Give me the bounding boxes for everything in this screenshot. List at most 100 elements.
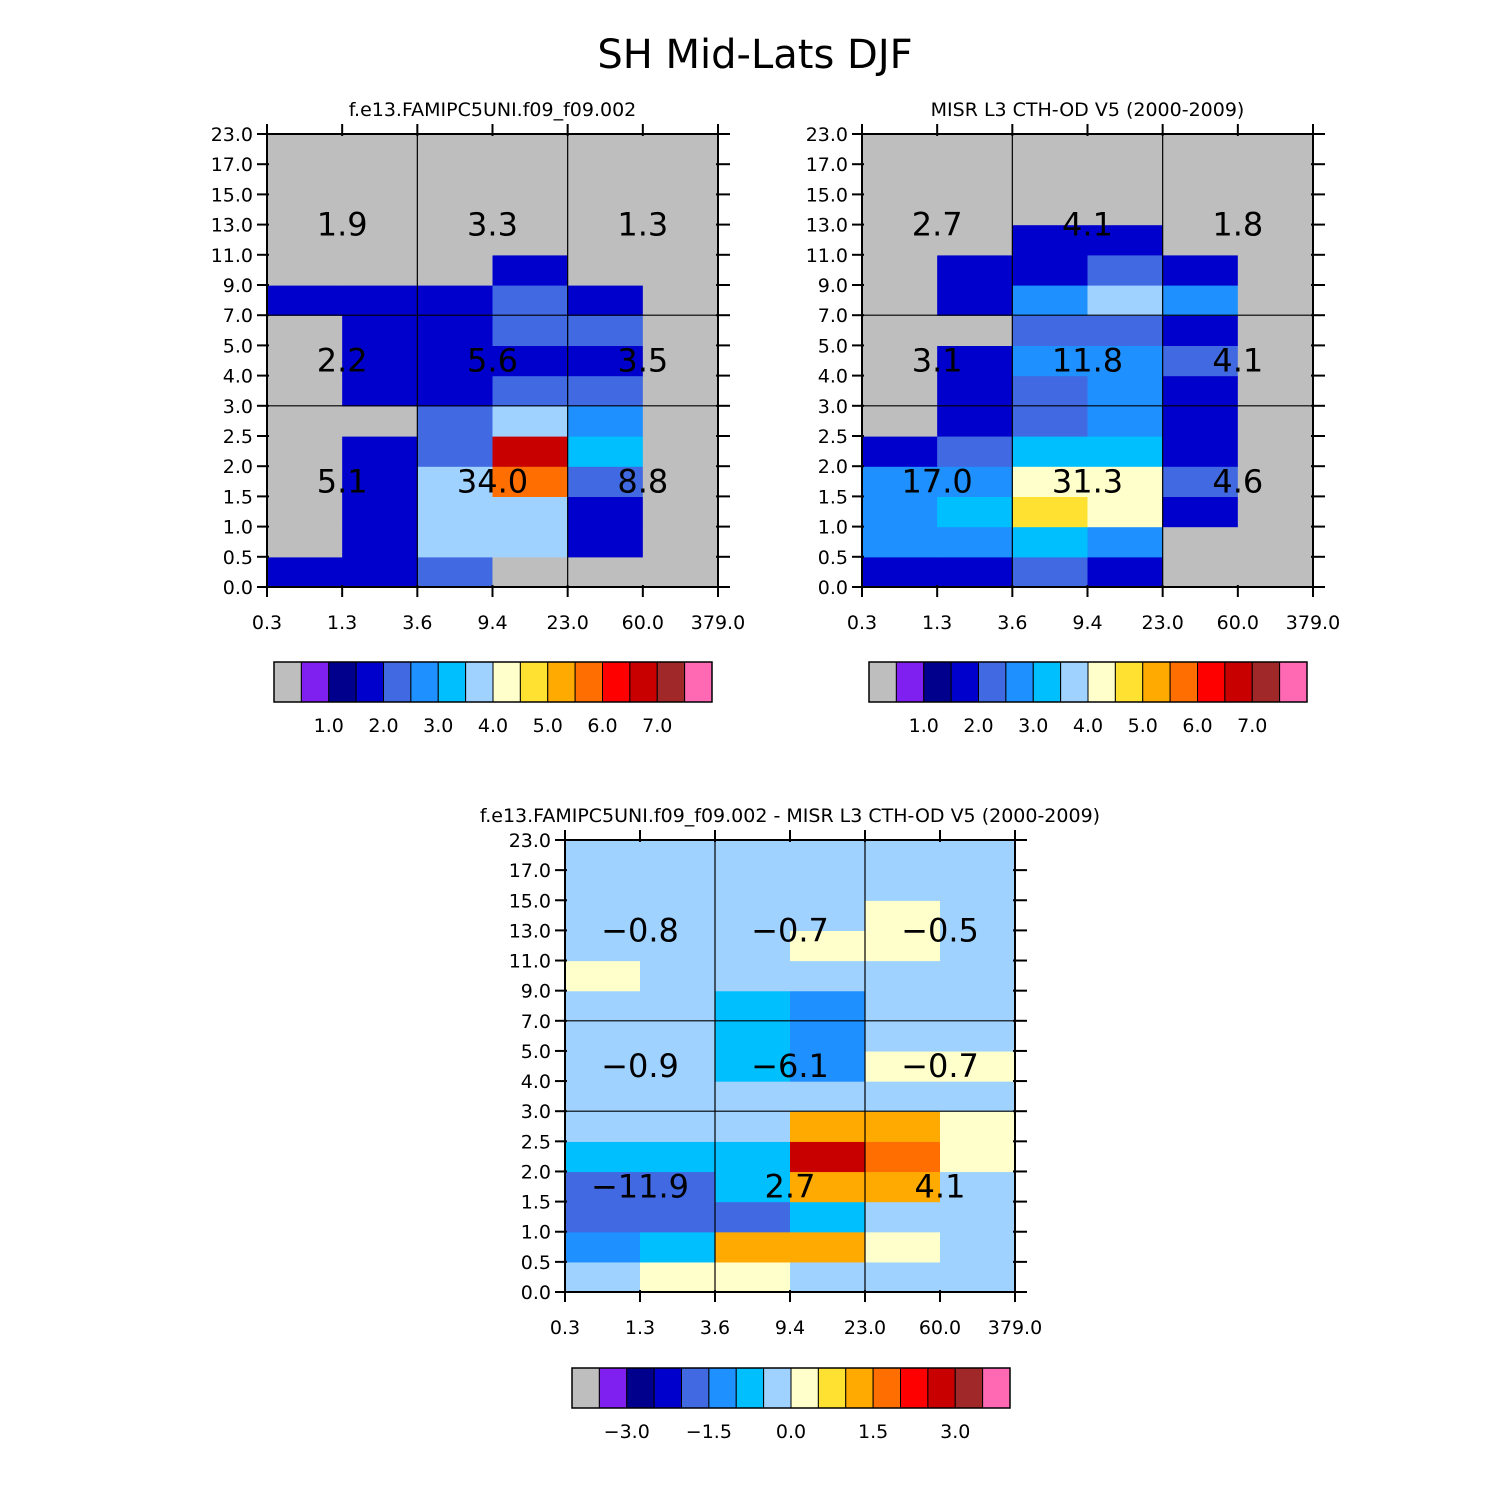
heatmap-cell [342,466,418,497]
heatmap-cell [642,375,719,407]
heatmap-cell [1237,194,1314,226]
heatmap-cell [1087,436,1164,467]
heatmap-cell [1237,496,1314,528]
heatmap-cell [267,194,343,226]
x-tick-label: 1.3 [625,1317,655,1339]
heatmap-cell [267,254,343,286]
heatmap-cell [565,1231,641,1263]
heatmap-cell [865,1171,941,1203]
heatmap-cell [567,375,644,407]
heatmap-cell [640,1261,716,1293]
region-total-label: 5.6 [467,342,518,380]
heatmap-cell [567,194,644,226]
heatmap-cell [1237,254,1314,286]
colorbar-box [300,661,330,703]
y-tick-label: 3.0 [223,396,253,418]
heatmap-cell [1237,345,1314,377]
heatmap-cell [1012,375,1089,407]
heatmap-cell [940,1081,1016,1112]
heatmap-cell [492,496,569,528]
heatmap-cell [267,405,343,437]
x-tick-label: 379.0 [988,1317,1042,1339]
heatmap-cell [862,526,938,558]
heatmap-cell [640,1050,716,1082]
heatmap-cell [640,1081,716,1112]
heatmap-cell [865,1020,941,1052]
heatmap-cell [1012,315,1089,346]
heatmap-cell [640,960,716,992]
heatmap-cell [862,556,938,588]
heatmap-cell [940,1050,1016,1082]
heatmap-cell [715,1201,791,1233]
heatmap-cell [865,840,941,871]
region-total-label: 2.7 [765,1168,816,1206]
x-tick-label: 9.4 [775,1317,805,1339]
colorbar-box [708,1367,737,1409]
colorbar-box [1032,661,1062,703]
heatmap-cell [937,254,1013,286]
heatmap-cell [492,375,569,407]
colorbar-box [383,661,412,703]
heatmap-cell [640,900,716,931]
colorbar-label: 5.0 [1128,715,1158,737]
heatmap-cell [862,436,938,467]
heatmap-cell [492,134,569,165]
heatmap-cell [940,1020,1016,1052]
region-total-label: 4.6 [1212,462,1263,500]
colorbar-label: 5.0 [533,715,563,737]
region-total-label: −0.5 [901,911,979,949]
heatmap-cell [1162,224,1239,256]
region-total-label: 2.2 [317,342,368,380]
heatmap-cell [492,254,569,286]
y-tick-label: 7.0 [223,305,253,327]
colorbar-box [1279,661,1308,703]
region-total-label: −6.1 [751,1047,829,1085]
colorbar-box [571,1367,600,1409]
heatmap-cell [1012,526,1089,558]
colorbar-box [900,1367,929,1409]
heatmap-cell [565,1141,641,1173]
y-tick-label: 15.0 [509,890,551,912]
colorbar-box [978,661,1007,703]
region-total-label: 17.0 [902,462,973,500]
heatmap-cell [640,840,716,871]
region-total-label: 2.7 [912,206,963,244]
heatmap-cell [342,436,418,467]
heatmap-cell [790,840,866,871]
heatmap-cell [1237,285,1314,316]
heatmap-cell [417,405,494,437]
y-tick-label: 9.0 [818,275,848,297]
heatmap-cell [940,840,1016,871]
heatmap-cell [790,1081,866,1112]
heatmap-cell [1237,436,1314,467]
heatmap-cell [1087,224,1164,256]
heatmap-cell [492,164,569,195]
x-tick-label: 60.0 [919,1317,961,1339]
heatmap-cell [567,466,644,497]
heatmap-cell [565,1111,641,1142]
heatmap-cell [492,345,569,377]
colorbar-box [1060,661,1089,703]
heatmap-cell [862,194,938,226]
heatmap-cell [1237,556,1314,588]
heatmap-cell [1237,466,1314,497]
heatmap-cell [267,375,343,407]
heatmap-cell [1237,315,1314,346]
y-tick-label: 0.0 [818,577,848,599]
colorbar-box [656,661,686,703]
panel-model: f.e13.FAMIPC5UNI.f09_f09.002 0.0 0.5 1.0 1.5… [211,99,746,737]
heatmap-cell [565,1081,641,1112]
heatmap-cell [565,1171,641,1203]
heatmap-cell [342,194,418,226]
heatmap-cell [1012,556,1089,588]
region-total-label: 3.5 [617,342,668,380]
colorbar-box [735,1367,765,1409]
region-total-label: −0.7 [751,911,829,949]
heatmap-cell [642,285,719,316]
region-total-label: −0.8 [601,911,679,949]
heatmap-cell [267,436,343,467]
colorbar-box [872,1367,901,1409]
heatmap-cell [565,1261,641,1293]
y-tick-label: 13.0 [806,215,848,237]
heatmap-cell [417,254,494,286]
